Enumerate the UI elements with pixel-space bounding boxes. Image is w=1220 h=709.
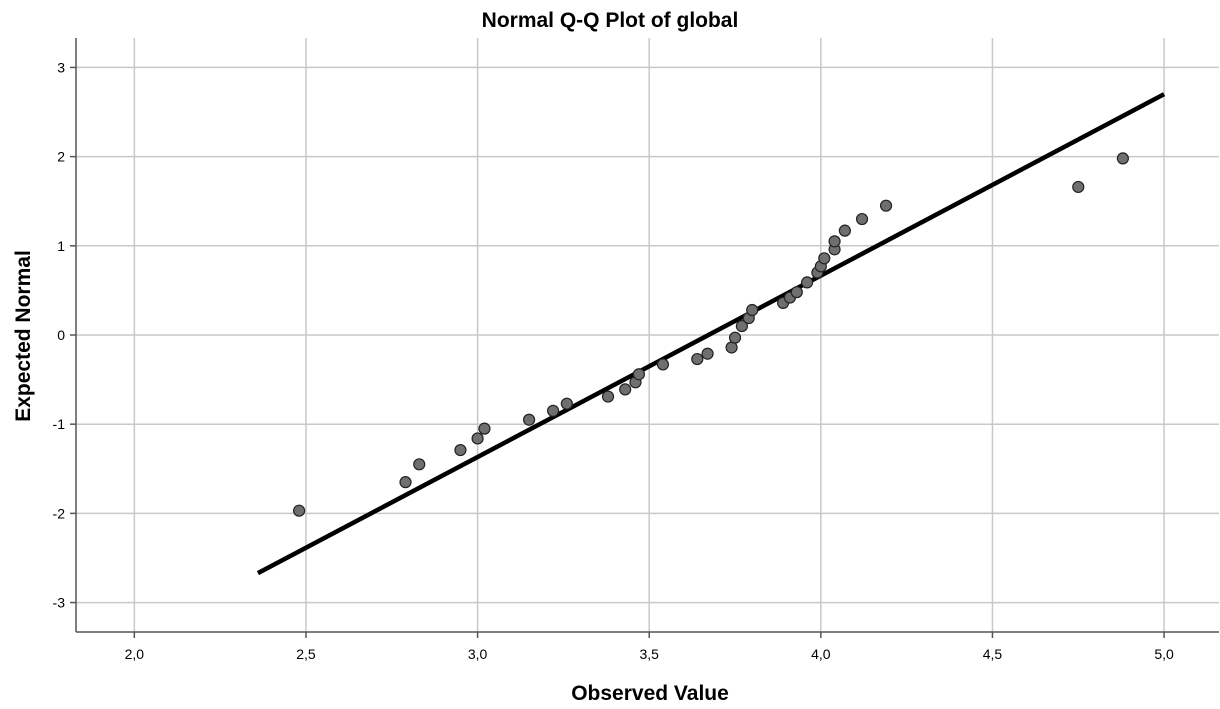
y-tick-label: -2 — [53, 505, 66, 521]
labels-layer: 2,0 2,5 3,0 3,5 4,0 4,5 5,0 3 2 1 0 -1 -2 -3 — [53, 59, 1174, 662]
data-point — [1116, 152, 1129, 165]
data-point — [293, 504, 306, 517]
x-tick-label: 2,5 — [296, 646, 316, 662]
y-tick-label: 1 — [57, 238, 65, 254]
data-point — [560, 397, 573, 410]
data-point — [522, 413, 536, 426]
points-layer — [293, 152, 1129, 517]
reference-line — [256, 92, 1166, 576]
y-tick-label: 3 — [57, 59, 65, 75]
y-axis-title: Expected Normal — [12, 250, 35, 422]
x-tick-label: 5,0 — [1154, 646, 1174, 662]
y-tick-label: 0 — [57, 327, 65, 343]
data-point — [547, 404, 560, 417]
y-tick-label: -3 — [53, 595, 66, 611]
x-tick-label: 4,0 — [811, 646, 831, 662]
data-point — [735, 319, 748, 333]
data-point — [471, 432, 484, 445]
data-point — [601, 390, 615, 403]
data-point — [413, 458, 426, 471]
axes-layer — [70, 38, 1219, 638]
data-point — [701, 347, 714, 360]
chart-title: Normal Q-Q Plot of global — [482, 9, 739, 32]
reference-line-layer — [256, 92, 1166, 576]
data-point — [838, 224, 851, 237]
data-point — [801, 276, 814, 289]
data-point — [746, 303, 759, 317]
y-tick-label: 2 — [57, 149, 65, 165]
data-point — [818, 252, 831, 265]
x-tick-label: 3,5 — [639, 646, 659, 662]
data-point — [478, 422, 491, 435]
x-tick-label: 3,0 — [468, 646, 488, 662]
x-tick-label: 4,5 — [983, 646, 1003, 662]
x-axis-title: Observed Value — [571, 682, 729, 705]
data-point — [619, 383, 632, 396]
data-point — [728, 331, 742, 344]
data-point — [828, 235, 841, 248]
x-tick-label: 2,0 — [125, 646, 145, 662]
data-point — [691, 352, 704, 366]
data-point — [1072, 180, 1085, 194]
data-point — [656, 358, 670, 371]
y-tick-label: -1 — [53, 416, 66, 432]
data-point — [790, 286, 803, 299]
data-point — [632, 368, 646, 381]
data-point — [855, 212, 869, 226]
data-point — [399, 476, 412, 489]
data-point — [879, 199, 893, 212]
grid-layer — [76, 38, 1219, 632]
data-point — [454, 443, 467, 457]
